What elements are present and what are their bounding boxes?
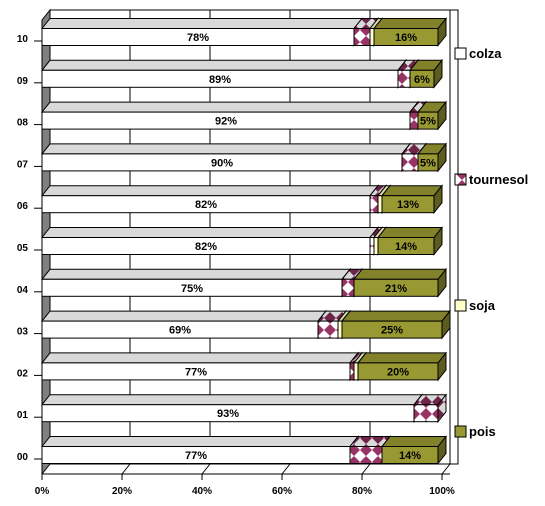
bar-label-pois-10: 16% bbox=[395, 32, 417, 44]
bar-label-pois-02: 20% bbox=[387, 366, 409, 378]
floor-grid-line bbox=[201, 463, 211, 475]
floor-grid-line bbox=[121, 463, 131, 475]
bar-pois-10 bbox=[372, 17, 448, 47]
bar-colza-07 bbox=[40, 142, 412, 173]
bar-tournesol-01 bbox=[412, 393, 448, 424]
bar-label-colza-00: 77% bbox=[185, 450, 207, 462]
bar-pois-06 bbox=[380, 184, 444, 215]
y-tick-label: 07 bbox=[17, 159, 29, 170]
y-tick-label: 03 bbox=[17, 327, 29, 338]
bar-label-colza-02: 77% bbox=[185, 366, 207, 378]
bar-label-pois-08: 5% bbox=[420, 116, 436, 128]
bar-pois-04 bbox=[352, 267, 448, 298]
legend-swatch bbox=[454, 299, 467, 312]
floor-grid-line bbox=[441, 463, 451, 475]
bar-pois-07 bbox=[416, 142, 448, 173]
legend-label: tournesol bbox=[469, 172, 528, 187]
x-tick-label: 0% bbox=[35, 486, 50, 497]
x-tick-label: 80% bbox=[352, 486, 372, 497]
bars bbox=[40, 17, 452, 465]
bar-label-colza-10: 78% bbox=[187, 32, 209, 44]
y-tick-label: 10 bbox=[17, 34, 29, 45]
legend-swatch bbox=[454, 47, 467, 60]
y-tick-label: 08 bbox=[17, 118, 29, 129]
x-tick-label: 20% bbox=[112, 486, 132, 497]
bar-labels: 78% 16% 89% 6% 92% 5% 90% 5% 82% 13% 82% 14% 75% 21% 6… bbox=[169, 32, 436, 462]
legend: colza tournesol soja pois bbox=[454, 46, 528, 439]
legend-swatch bbox=[454, 425, 467, 438]
bar-label-pois-06: 13% bbox=[397, 199, 419, 211]
legend-label: pois bbox=[469, 424, 496, 439]
bar-colza-00 bbox=[40, 435, 360, 465]
bar-label-colza-03: 69% bbox=[169, 325, 191, 337]
bar-pois-09 bbox=[408, 58, 444, 89]
bar-pois-02 bbox=[356, 351, 448, 382]
bar-colza-09 bbox=[40, 58, 408, 89]
floor-grid-line bbox=[281, 463, 291, 475]
x-tick-label: 60% bbox=[272, 486, 292, 497]
bar-colza-10 bbox=[40, 17, 364, 47]
bar-pois-05 bbox=[376, 226, 444, 256]
legend-swatch bbox=[454, 173, 467, 186]
y-tick-label: 06 bbox=[17, 201, 29, 212]
bar-label-colza-08: 92% bbox=[215, 116, 237, 128]
bar-colza-06 bbox=[40, 184, 380, 215]
bar-label-pois-03: 25% bbox=[381, 325, 403, 337]
y-tick-label: 02 bbox=[17, 368, 29, 379]
bar-label-pois-09: 6% bbox=[414, 74, 430, 86]
x-tick-label: 100% bbox=[429, 486, 455, 497]
bar-label-colza-07: 90% bbox=[211, 157, 233, 169]
bar-colza-04 bbox=[40, 267, 352, 298]
bar-colza-02 bbox=[40, 351, 360, 382]
bar-label-colza-04: 75% bbox=[181, 283, 203, 295]
bar-label-pois-00: 14% bbox=[399, 450, 421, 462]
x-tick-label: 40% bbox=[192, 486, 212, 497]
bar-label-pois-07: 5% bbox=[420, 157, 436, 169]
bar-label-colza-06: 82% bbox=[195, 199, 217, 211]
y-tick-label: 09 bbox=[17, 76, 29, 87]
bar-pois-03 bbox=[340, 309, 452, 340]
legend-item-tournesol: tournesol bbox=[454, 172, 528, 187]
y-tick-label: 04 bbox=[17, 285, 29, 296]
x-ticks: 0% 20% 40% 60% 80% 100% bbox=[35, 474, 455, 497]
bar-label-colza-01: 93% bbox=[217, 408, 239, 420]
bar-pois-08 bbox=[416, 100, 448, 131]
y-ticks: 10 09 08 07 06 05 04 03 02 01 00 bbox=[17, 34, 42, 463]
bar-label-pois-04: 21% bbox=[385, 283, 407, 295]
legend-label: colza bbox=[469, 46, 502, 61]
legend-item-colza: colza bbox=[454, 46, 502, 61]
legend-item-soja: soja bbox=[454, 298, 496, 313]
floor-grid-line bbox=[361, 463, 371, 475]
y-tick-label: 05 bbox=[17, 243, 29, 254]
y-tick-label: 00 bbox=[17, 452, 29, 463]
legend-item-pois: pois bbox=[454, 424, 496, 439]
bar-label-colza-05: 82% bbox=[195, 241, 217, 253]
bar-label-colza-09: 89% bbox=[209, 74, 231, 86]
bar-label-pois-05: 14% bbox=[395, 241, 417, 253]
legend-label: soja bbox=[469, 298, 496, 313]
y-tick-label: 01 bbox=[17, 410, 29, 421]
